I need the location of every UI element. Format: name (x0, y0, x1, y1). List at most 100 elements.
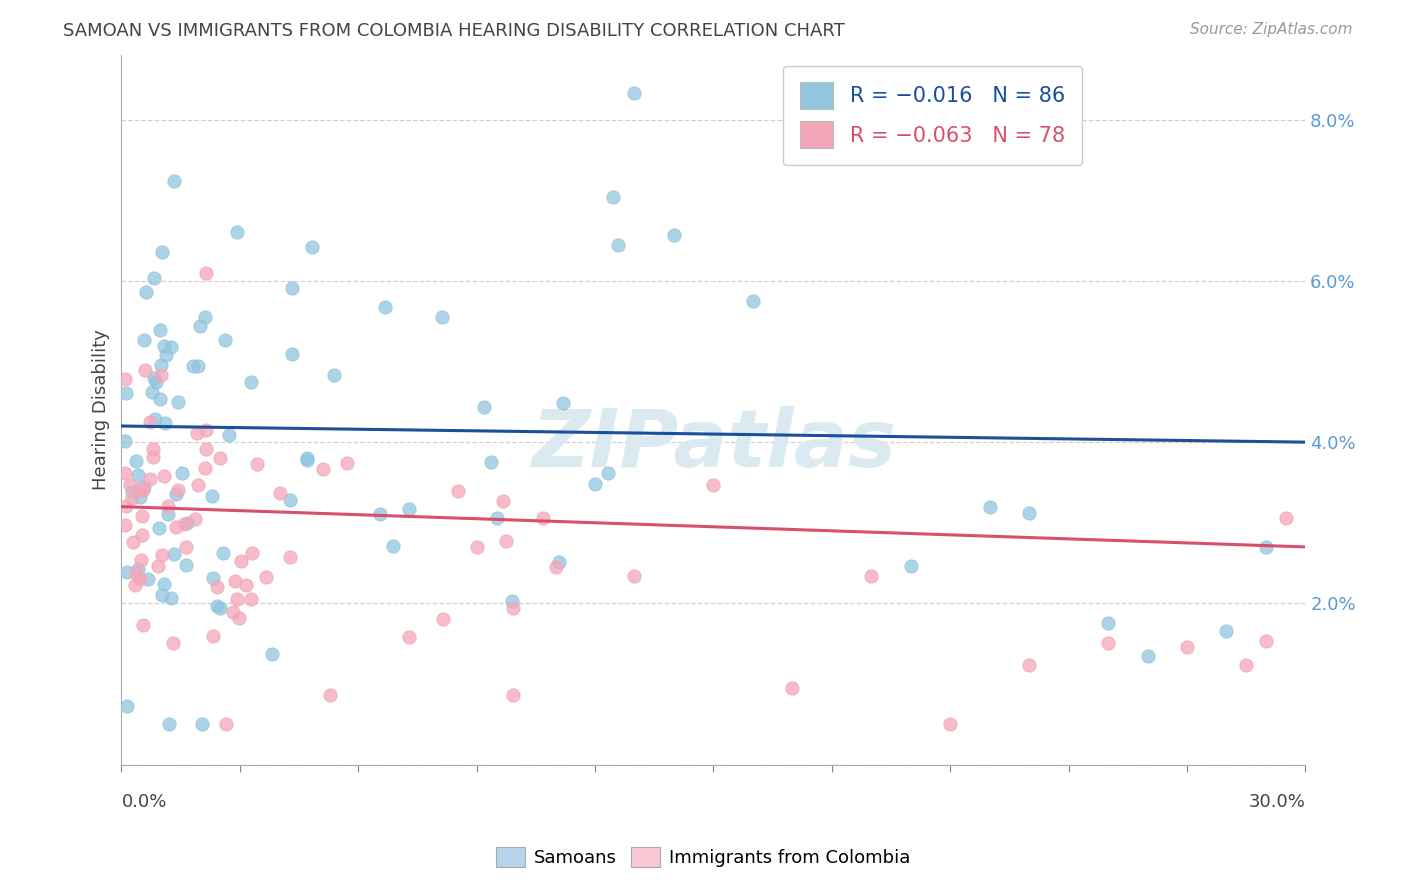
Point (551, 395, 574, 409)
Point (195, 442, 218, 457)
Point (165, 519, 187, 533)
Point (121, 484, 143, 499)
Point (134, 480, 156, 494)
Point (860, 569, 883, 583)
Point (741, 294, 763, 309)
Point (115, 698, 138, 713)
Point (229, 553, 252, 567)
Point (148, 521, 170, 535)
Point (186, 359, 208, 374)
Point (157, 717, 180, 731)
Point (323, 368, 346, 382)
Text: 30.0%: 30.0% (1249, 793, 1305, 811)
Point (336, 456, 359, 470)
Point (202, 629, 225, 643)
Point (368, 507, 391, 521)
Point (269, 485, 291, 500)
Point (205, 580, 228, 594)
Point (208, 450, 231, 465)
Point (430, 310, 453, 325)
Point (149, 323, 172, 337)
Point (398, 501, 420, 516)
Point (319, 688, 342, 702)
Point (465, 540, 488, 554)
Point (153, 577, 176, 591)
Point (281, 281, 304, 295)
Point (281, 346, 304, 360)
Point (495, 534, 517, 549)
Point (1254, 540, 1277, 554)
Point (228, 611, 250, 625)
Point (239, 375, 262, 389)
Point (212, 546, 235, 560)
Point (262, 647, 284, 661)
Point (623, 569, 645, 583)
Point (132, 618, 155, 632)
Point (115, 386, 138, 401)
Point (114, 434, 136, 449)
Point (254, 570, 277, 584)
Point (479, 455, 502, 469)
Point (1234, 657, 1257, 672)
Point (208, 601, 231, 615)
Point (127, 467, 149, 482)
Point (544, 559, 567, 574)
Point (502, 601, 524, 615)
Point (606, 238, 628, 252)
Point (129, 553, 152, 567)
Point (226, 591, 249, 606)
Point (148, 392, 170, 406)
Point (114, 372, 136, 386)
Point (295, 450, 318, 465)
Point (472, 401, 495, 415)
Point (150, 368, 173, 382)
Point (173, 516, 195, 531)
Point (1175, 640, 1198, 655)
Y-axis label: Hearing Disability: Hearing Disability (93, 329, 110, 491)
Point (502, 688, 524, 702)
Point (131, 509, 153, 524)
Point (224, 574, 246, 588)
Point (548, 555, 571, 569)
Point (122, 535, 145, 549)
Point (139, 472, 162, 486)
Point (194, 266, 217, 280)
Point (156, 507, 179, 521)
Point (134, 363, 156, 377)
Point (129, 572, 152, 586)
Point (184, 512, 207, 526)
Point (240, 546, 263, 560)
Point (623, 87, 645, 101)
Point (143, 412, 166, 426)
Point (278, 493, 301, 508)
Point (135, 285, 157, 300)
Point (215, 717, 238, 731)
Point (142, 442, 165, 457)
Point (1018, 658, 1040, 673)
Point (124, 578, 146, 592)
Point (170, 466, 193, 480)
Point (295, 452, 318, 467)
Text: SAMOAN VS IMMIGRANTS FROM COLOMBIA HEARING DISABILITY CORRELATION CHART: SAMOAN VS IMMIGRANTS FROM COLOMBIA HEARI… (63, 22, 845, 40)
Point (239, 592, 262, 607)
Point (193, 460, 215, 475)
Point (174, 558, 197, 573)
Point (432, 612, 454, 626)
Point (149, 359, 172, 373)
Point (201, 571, 224, 585)
Point (194, 423, 217, 437)
Point (159, 340, 181, 354)
Point (114, 499, 136, 513)
Point (374, 300, 396, 314)
Point (782, 681, 804, 695)
Point (187, 478, 209, 492)
Point (153, 468, 176, 483)
Point (301, 240, 323, 254)
Point (131, 528, 153, 542)
Point (662, 227, 685, 242)
Point (900, 558, 922, 573)
Point (939, 717, 962, 731)
Point (501, 594, 523, 608)
Point (226, 225, 249, 239)
Point (1097, 636, 1119, 650)
